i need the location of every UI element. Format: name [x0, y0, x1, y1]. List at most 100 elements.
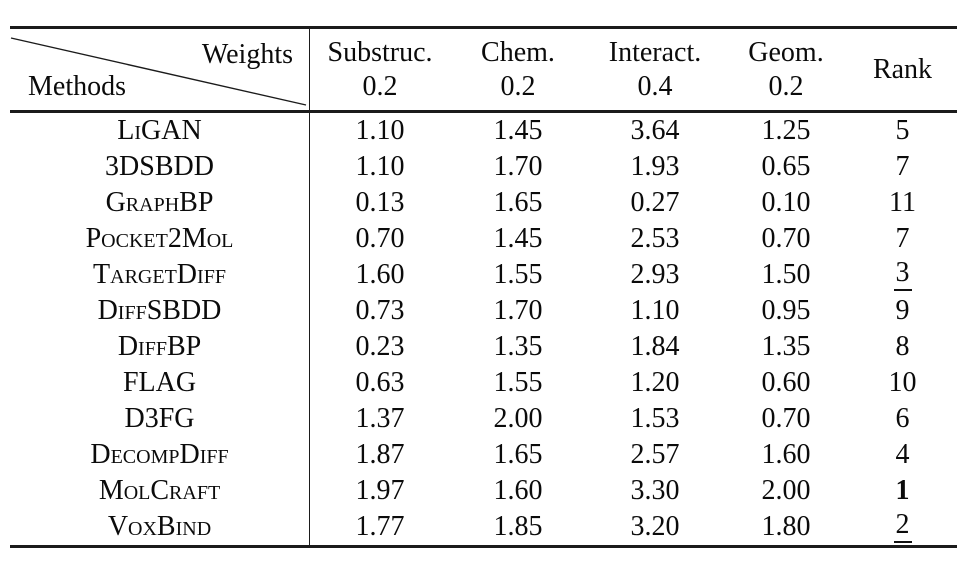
score-value: 1.65	[493, 438, 543, 470]
rank-cell: 5	[848, 113, 957, 149]
score-value: 2.93	[630, 258, 680, 290]
table-row: DiffBP 0.23 1.35 1.84 1.35 8	[10, 328, 957, 365]
method-name: D3FG	[10, 400, 310, 437]
rank-value: 1	[895, 474, 910, 506]
score-value: 0.70	[355, 222, 405, 254]
table-row: VoxBind 1.77 1.85 3.20 1.80 2	[10, 508, 957, 545]
score-value: 2.53	[630, 222, 680, 254]
score-value: 3.30	[630, 474, 680, 506]
rank-value: 7	[895, 150, 910, 182]
score-value: 1.53	[630, 402, 680, 434]
score-value: 1.85	[493, 510, 543, 542]
score-value: 1.10	[630, 294, 680, 326]
score-value: 0.27	[630, 186, 680, 218]
rank-cell: 7	[848, 149, 957, 185]
rank-cell: 8	[848, 329, 957, 365]
method-name: 3DSBDD	[10, 148, 310, 185]
top-rule	[10, 26, 957, 29]
table-row: DiffSBDD 0.73 1.70 1.10 0.95 9	[10, 292, 957, 329]
table-body: LiGAN 1.10 1.45 3.64 1.25 5 3DSBDD 1.10 1.70 1.93…	[10, 112, 957, 545]
score-value: 1.10	[355, 150, 405, 182]
score-value: 1.97	[355, 474, 405, 506]
score-value: 0.73	[355, 294, 405, 326]
score-value: 1.60	[355, 258, 405, 290]
diagonal-divider-line	[10, 29, 309, 110]
rank-value: 7	[895, 222, 910, 254]
method-name: DiffBP	[10, 328, 310, 365]
table-row: GraphBP 0.13 1.65 0.27 0.10 11	[10, 184, 957, 221]
score-value: 0.60	[761, 366, 811, 398]
score-value: 1.70	[493, 294, 543, 326]
rank-value: 6	[895, 402, 910, 434]
score-value: 1.37	[355, 402, 405, 434]
method-name: DiffSBDD	[10, 292, 310, 329]
rank-cell: 11	[848, 185, 957, 221]
score-value: 0.95	[761, 294, 811, 326]
score-value: 0.10	[761, 186, 811, 218]
method-name: TargetDiff	[10, 256, 310, 293]
rank-value: 10	[888, 366, 917, 398]
column-label: Rank	[872, 53, 933, 85]
rank-cell: 9	[848, 293, 957, 329]
score-value: 2.00	[761, 474, 811, 506]
score-value: 1.60	[493, 474, 543, 506]
rank-cell: 2	[848, 509, 957, 545]
score-value: 1.93	[630, 150, 680, 182]
column-weight: 0.2	[768, 70, 804, 102]
score-value: 0.23	[355, 330, 405, 362]
method-name: Pocket2Mol	[10, 220, 310, 257]
score-value: 0.65	[761, 150, 811, 182]
method-name: VoxBind	[10, 508, 310, 545]
table-row: Pocket2Mol 0.70 1.45 2.53 0.70 7	[10, 220, 957, 257]
rank-cell: 1	[848, 473, 957, 509]
header-rule	[10, 110, 957, 113]
bottom-rule	[10, 544, 957, 548]
score-value: 1.87	[355, 438, 405, 470]
score-value: 1.35	[493, 330, 543, 362]
table-row: LiGAN 1.10 1.45 3.64 1.25 5	[10, 112, 957, 149]
table-row: TargetDiff 1.60 1.55 2.93 1.50 3	[10, 256, 957, 293]
score-value: 3.64	[630, 114, 680, 146]
score-value: 1.77	[355, 510, 405, 542]
score-value: 1.55	[493, 258, 543, 290]
column-label: Interact.	[608, 37, 702, 69]
table-row: MolCraft 1.97 1.60 3.30 2.00 1	[10, 472, 957, 509]
rank-value: 5	[895, 114, 910, 146]
rank-value: 11	[889, 186, 916, 218]
table-row: FLAG 0.63 1.55 1.20 0.60 10	[10, 364, 957, 401]
rank-value: 2	[893, 510, 912, 543]
table-row: D3FG 1.37 2.00 1.53 0.70 6	[10, 400, 957, 437]
rank-cell: 10	[848, 365, 957, 401]
score-value: 0.70	[761, 222, 811, 254]
rank-value: 4	[895, 438, 910, 470]
column-header-substruc: Substruc. 0.2	[310, 29, 450, 110]
column-label: Chem.	[481, 37, 555, 69]
weighted-scores-table: Weights Methods Substruc. 0.2 Chem. 0.2 …	[10, 26, 957, 548]
column-header-geom: Geom. 0.2	[724, 29, 848, 110]
score-value: 1.65	[493, 186, 543, 218]
score-value: 1.70	[493, 150, 543, 182]
rank-value: 3	[893, 258, 912, 291]
method-name: FLAG	[10, 364, 310, 401]
score-value: 1.80	[761, 510, 811, 542]
rank-cell: 7	[848, 221, 957, 257]
rank-value: 9	[895, 294, 910, 326]
score-value: 1.60	[761, 438, 811, 470]
score-value: 0.70	[761, 402, 811, 434]
column-weight: 0.2	[500, 70, 536, 102]
score-value: 2.00	[493, 402, 543, 434]
score-value: 1.20	[630, 366, 680, 398]
score-value: 0.63	[355, 366, 405, 398]
table-row: 3DSBDD 1.10 1.70 1.93 0.65 7	[10, 148, 957, 185]
score-value: 1.25	[761, 114, 811, 146]
column-header-rank: Rank	[848, 29, 957, 110]
column-header-chem: Chem. 0.2	[450, 29, 586, 110]
score-value: 1.55	[493, 366, 543, 398]
score-value: 3.20	[630, 510, 680, 542]
rank-cell: 3	[848, 257, 957, 293]
column-label: Geom.	[748, 37, 824, 69]
corner-label-methods: Methods	[28, 71, 126, 102]
column-header-interact: Interact. 0.4	[586, 29, 724, 110]
score-value: 0.13	[355, 186, 405, 218]
